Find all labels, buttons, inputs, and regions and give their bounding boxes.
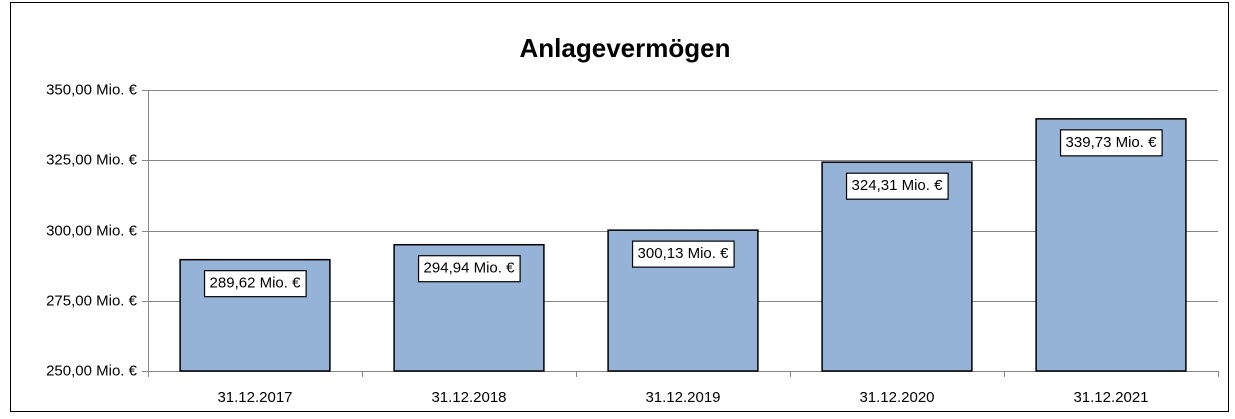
y-tick-label: 250,00 Mio. € — [46, 362, 138, 379]
y-tick-label: 325,00 Mio. € — [46, 151, 138, 168]
y-tick-label: 300,00 Mio. € — [46, 222, 138, 239]
data-label-box — [845, 172, 949, 200]
x-tick-label: 31.12.2018 — [431, 389, 506, 406]
x-tick-label: 31.12.2021 — [1073, 389, 1148, 406]
y-tick-label: 275,00 Mio. € — [46, 292, 138, 309]
data-label-box — [417, 255, 521, 283]
y-tick-label: 350,00 Mio. € — [46, 81, 138, 98]
data-label: 300,13 Mio. € — [638, 245, 730, 262]
data-label-box — [203, 270, 307, 298]
data-label: 294,94 Mio. € — [424, 260, 516, 277]
data-label: 289,62 Mio. € — [210, 275, 302, 292]
x-tick-label: 31.12.2019 — [645, 389, 720, 406]
x-tick-label: 31.12.2020 — [859, 389, 934, 406]
data-label: 324,31 Mio. € — [852, 177, 944, 194]
x-tick-label: 31.12.2017 — [217, 389, 292, 406]
bar — [1035, 118, 1187, 372]
data-label-box — [631, 240, 735, 268]
chart-title: Anlagevermögen — [520, 33, 731, 63]
data-label: 339,73 Mio. € — [1066, 134, 1158, 151]
data-label-box — [1059, 129, 1163, 157]
